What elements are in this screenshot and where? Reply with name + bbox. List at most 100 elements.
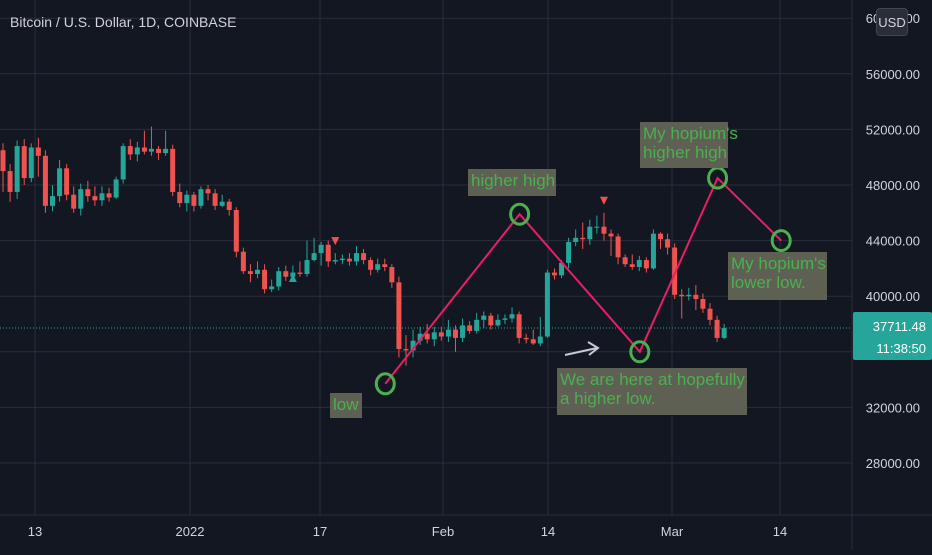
y-tick-label: 52000.00 [866, 122, 920, 137]
drawn-circle [509, 202, 531, 226]
candle-body [417, 333, 423, 341]
price-badge [853, 312, 932, 360]
candle-body [354, 253, 359, 262]
candle-body [410, 340, 416, 351]
candle-body [247, 271, 253, 274]
candle-body [339, 258, 345, 261]
candle-body [636, 260, 642, 268]
candle-body [212, 193, 218, 206]
candle-body [28, 147, 34, 179]
candle-body [346, 258, 352, 262]
candle-body [693, 294, 699, 299]
x-tick-label: 14 [541, 524, 555, 539]
drawn-circle [770, 229, 792, 253]
price-badge-countdown: 11:38:50 [876, 341, 926, 356]
candle-body [240, 251, 246, 272]
candle-body [650, 233, 656, 269]
annotation-hopium-low-text: lower low. [731, 273, 806, 292]
candle-body [156, 148, 162, 154]
candle-body [559, 262, 565, 276]
candle-body [141, 147, 147, 152]
signal-up-marker [288, 274, 297, 282]
drawn-circle [707, 166, 729, 190]
candle-body [99, 193, 105, 201]
candle-body [269, 286, 275, 290]
candle-body [686, 294, 692, 297]
annotation-hopium-high-box [640, 122, 728, 168]
candle-body [665, 239, 671, 248]
x-tick-label: Feb [432, 524, 454, 539]
candle-body [509, 314, 515, 319]
annotation-here-text: We are here at hopefully [560, 370, 745, 389]
x-tick-label: 13 [28, 524, 42, 539]
candle-body [580, 237, 586, 240]
candle-body [134, 147, 140, 155]
candle-body [7, 171, 13, 192]
candle-body [106, 193, 112, 198]
currency-button[interactable]: USD [876, 8, 908, 36]
candle-body [573, 237, 579, 242]
annotation-here-text: a higher low. [560, 389, 655, 408]
candle-body [49, 196, 55, 206]
price-badge-value: 37711.48 [873, 319, 926, 334]
candle-body [92, 196, 98, 201]
candle-body [219, 201, 225, 206]
x-tick-label: 17 [313, 524, 327, 539]
pointer-arrow [564, 347, 598, 356]
candle-body [361, 253, 367, 261]
candle-body [721, 328, 727, 338]
candle-body [445, 329, 451, 337]
candle-body [438, 332, 444, 337]
pointer-arrowhead [587, 341, 600, 356]
candle-body [474, 319, 480, 331]
candle-body [177, 191, 183, 204]
candle-body [452, 329, 458, 338]
annotation-here-box [557, 368, 747, 415]
candle-body [78, 189, 84, 209]
candle-body [608, 233, 614, 237]
candle-body [672, 247, 678, 295]
candle-body [382, 264, 388, 268]
candle-body [488, 315, 494, 326]
candle-body [304, 260, 310, 274]
drawn-circle [629, 340, 651, 364]
x-tick-label: Mar [661, 524, 684, 539]
candle-body [389, 267, 395, 283]
signal-down-marker [599, 196, 608, 205]
candle-body [64, 168, 70, 195]
candle-body [170, 148, 176, 192]
candle-body [594, 226, 600, 228]
y-tick-label: 40000.00 [866, 289, 920, 304]
annotation-hopium-high-text: higher high [643, 143, 727, 162]
candle-body [113, 179, 119, 198]
candle-body [481, 315, 487, 320]
candle-body [502, 318, 508, 320]
annotation-higher-high-text: higher high [471, 171, 555, 190]
candle-body [276, 271, 282, 287]
candle-body [35, 147, 41, 156]
x-tick-label: 14 [773, 524, 787, 539]
candle-body [700, 298, 706, 309]
y-tick-label: 28000.00 [866, 456, 920, 471]
candle-body [255, 269, 261, 274]
candle-body [467, 325, 473, 331]
candle-body [21, 146, 27, 179]
candle-body [283, 271, 289, 277]
chart-title: Bitcoin / U.S. Dollar, 1D, COINBASE [10, 14, 237, 30]
candle-body [205, 189, 211, 194]
candle-body [148, 148, 154, 152]
candle-body [460, 325, 466, 338]
candle-body [332, 260, 338, 262]
candle-body [262, 269, 268, 290]
candle-body [679, 294, 685, 297]
candle-body [184, 194, 190, 204]
candle-body [318, 244, 324, 254]
candle-body [431, 332, 437, 340]
annotation-low-text: low [333, 395, 359, 414]
candle-body [658, 233, 664, 240]
y-tick-label: 56000.00 [866, 67, 920, 82]
candle-body [566, 241, 572, 263]
y-tick-label: 48000.00 [866, 178, 920, 193]
